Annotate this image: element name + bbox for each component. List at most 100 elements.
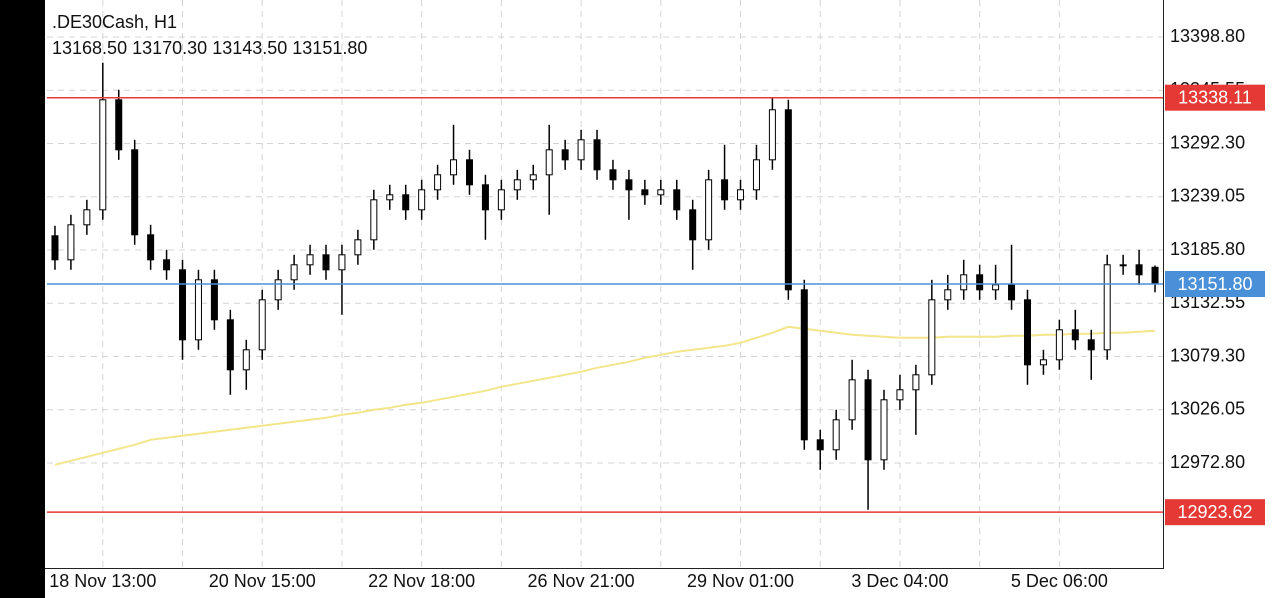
candle-body bbox=[848, 379, 856, 421]
candle-body bbox=[465, 159, 473, 186]
candle-body bbox=[83, 209, 91, 226]
candle-body bbox=[163, 259, 171, 271]
candle-body bbox=[944, 289, 952, 301]
candle-body bbox=[593, 139, 601, 171]
candle-body bbox=[226, 319, 234, 371]
candle-body bbox=[290, 264, 298, 281]
candle-body bbox=[306, 254, 314, 266]
candle-body bbox=[481, 184, 489, 211]
candle-body bbox=[210, 279, 218, 321]
candle-body bbox=[737, 189, 745, 201]
price-level-box bbox=[1165, 499, 1265, 526]
x-tick-label: 20 Nov 15:00 bbox=[209, 571, 316, 591]
candle-body bbox=[131, 149, 139, 236]
price-level-box bbox=[1165, 84, 1265, 111]
candle-body bbox=[115, 99, 123, 151]
candle-body bbox=[322, 254, 330, 271]
candle-body bbox=[402, 194, 410, 211]
candle-body bbox=[928, 299, 936, 376]
candle-body bbox=[338, 254, 346, 271]
y-tick-label: 13185.80 bbox=[1170, 239, 1245, 259]
candle-body bbox=[67, 224, 75, 261]
candle-body bbox=[561, 149, 569, 161]
candle-body bbox=[976, 274, 984, 291]
marks bbox=[47, 62, 1163, 513]
candle-body bbox=[673, 189, 681, 211]
candle-body bbox=[51, 235, 59, 261]
candle-body bbox=[721, 179, 729, 201]
candle-body bbox=[99, 99, 107, 211]
candle-body bbox=[577, 139, 585, 161]
candle-body bbox=[641, 189, 649, 196]
y-tick-label: 13398.80 bbox=[1170, 26, 1245, 46]
candle-body bbox=[960, 274, 968, 291]
x-tick-label: 5 Dec 06:00 bbox=[1011, 571, 1108, 591]
price-level-label: 13338.11 bbox=[1178, 87, 1252, 107]
candle-body bbox=[1055, 329, 1063, 361]
chart-title: .DE30Cash, H1 bbox=[52, 12, 177, 32]
candle-body bbox=[880, 399, 888, 461]
candle-body bbox=[450, 159, 458, 176]
candle-body bbox=[768, 109, 776, 161]
candle-body bbox=[625, 179, 633, 191]
candle-body bbox=[274, 279, 282, 301]
quote-close: 13151.80 bbox=[292, 38, 367, 58]
price-level-box bbox=[1165, 271, 1265, 297]
candle-body bbox=[896, 389, 904, 401]
candle-body bbox=[418, 189, 426, 211]
candle-body bbox=[1087, 339, 1095, 351]
candle-body bbox=[529, 174, 537, 181]
left-edge bbox=[0, 0, 45, 598]
candle-body bbox=[242, 349, 250, 371]
candle-body bbox=[434, 174, 442, 191]
y-tick-label: 13079.30 bbox=[1170, 345, 1245, 365]
candle-body bbox=[657, 189, 665, 196]
candle-body bbox=[194, 279, 202, 341]
quote-high: 13170.30 bbox=[132, 38, 207, 58]
candle-body bbox=[609, 169, 617, 181]
grid bbox=[47, 0, 1163, 568]
candle-body bbox=[354, 239, 362, 256]
price-level-label: 13151.80 bbox=[1177, 274, 1252, 294]
candle-body bbox=[1119, 264, 1127, 267]
candle-body bbox=[1008, 284, 1016, 301]
candle-body bbox=[864, 379, 872, 461]
candle-body bbox=[513, 179, 521, 191]
x-tick-label: 18 Nov 13:00 bbox=[49, 571, 156, 591]
y-tick-label: 13239.05 bbox=[1170, 186, 1245, 206]
candle-body bbox=[912, 374, 920, 391]
candle-body bbox=[1103, 264, 1111, 351]
y-tick-label: 13026.05 bbox=[1170, 399, 1245, 419]
candle-body bbox=[752, 159, 760, 191]
candle-body bbox=[545, 149, 553, 176]
x-tick-label: 22 Nov 18:00 bbox=[368, 571, 475, 591]
candle-body bbox=[370, 199, 378, 241]
candle-body bbox=[816, 439, 824, 451]
candle-body bbox=[1071, 329, 1079, 341]
candle-body bbox=[179, 269, 187, 341]
quote-open: 13168.50 bbox=[52, 38, 127, 58]
candle-body bbox=[705, 179, 713, 241]
x-tick-label: 29 Nov 01:00 bbox=[687, 571, 794, 591]
candle-body bbox=[1023, 299, 1031, 366]
candle-body bbox=[1039, 359, 1047, 366]
labels: 13398.8013345.5513292.3013239.0513185.80… bbox=[49, 26, 1265, 591]
moving-average bbox=[54, 325, 1156, 466]
candle-body bbox=[832, 419, 840, 451]
candle-body bbox=[784, 109, 792, 291]
quote-line: 13168.50 13170.30 13143.50 13151.80 bbox=[52, 38, 367, 58]
candle-body bbox=[147, 234, 155, 261]
candle-body bbox=[800, 289, 808, 441]
candle-body bbox=[386, 194, 394, 201]
candle-body bbox=[689, 209, 697, 241]
candle-body bbox=[1135, 264, 1143, 276]
candle-body bbox=[497, 189, 505, 211]
candle-body bbox=[258, 299, 266, 351]
y-tick-label: 13292.30 bbox=[1170, 132, 1245, 152]
price-level-label: 12923.62 bbox=[1177, 502, 1252, 522]
y-tick-label: 12972.80 bbox=[1170, 452, 1245, 472]
candle-body bbox=[992, 284, 1000, 291]
candle-body bbox=[1151, 266, 1159, 285]
quote-low: 13143.50 bbox=[212, 38, 287, 58]
